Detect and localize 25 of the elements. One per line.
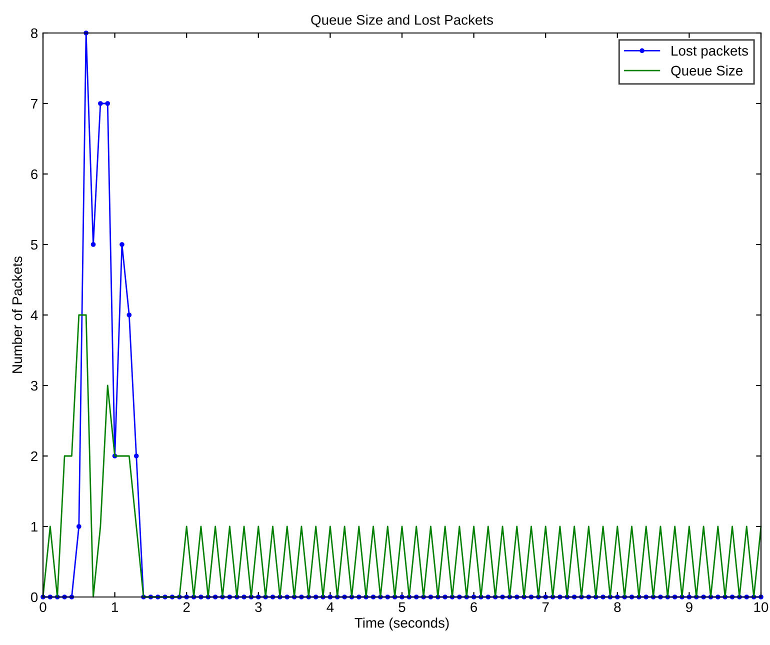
x-tick-label: 3	[255, 602, 262, 612]
legend-label: Lost packets	[672, 46, 748, 58]
y-tick-label: 1	[31, 522, 38, 532]
y-tick-label: 4	[30, 310, 38, 320]
y-tick-label: 3	[30, 380, 38, 391]
x-tick-label: 10	[754, 602, 768, 612]
x-tick-label: 4	[326, 602, 334, 612]
legend-label: Queue Size	[671, 65, 742, 78]
y-tick-label: 0	[30, 592, 38, 602]
x-tick-label: 0	[40, 602, 46, 612]
x-tick-label: 6	[470, 602, 478, 612]
x-tick-label: 9	[686, 602, 692, 612]
x-tick-label: 5	[398, 602, 406, 612]
y-tick-label: 2	[31, 451, 38, 462]
y-tick-label: 8	[31, 28, 38, 38]
chart-title: Queue Size and Lost Packets	[311, 14, 493, 28]
x-tick-label: 8	[614, 602, 621, 612]
x-tick-label: 7	[542, 602, 549, 612]
y-axis-title: Number of Packets	[12, 256, 22, 373]
x-axis-title: Time (seconds)	[354, 618, 449, 631]
y-tick-label: 7	[31, 98, 38, 109]
x-tick-label: 2	[183, 602, 190, 612]
y-tick-label: 5	[30, 240, 38, 250]
x-tick-label: 1	[112, 602, 118, 612]
y-tick-label: 6	[31, 169, 38, 180]
